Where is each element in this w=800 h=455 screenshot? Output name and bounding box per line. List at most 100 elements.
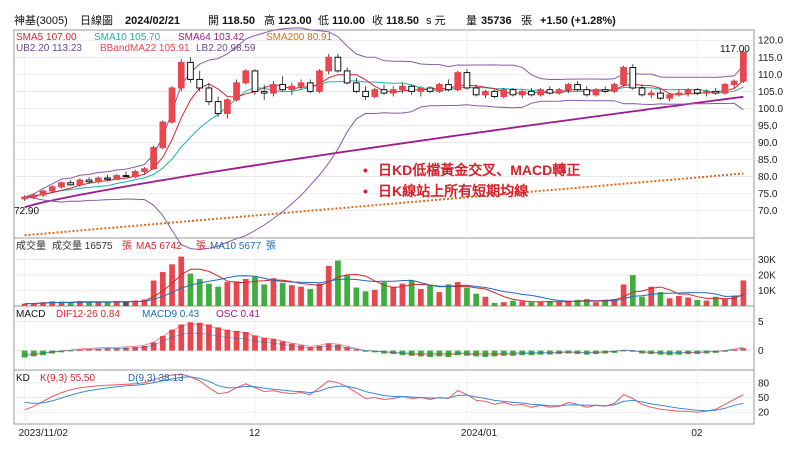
macd-osc-bar (270, 339, 277, 351)
candle-body (638, 87, 646, 96)
volume-bar (510, 300, 516, 306)
grid-lines (14, 30, 754, 424)
candle-body (629, 67, 637, 89)
price-tick-label: 100.0 (758, 104, 783, 115)
candle-body (279, 84, 286, 91)
volume-bar (58, 301, 65, 306)
header-date: 2024/02/21 (125, 15, 180, 27)
volume-bar (325, 265, 332, 306)
candle-body (574, 84, 581, 91)
candle-body (343, 70, 351, 84)
candle-body (454, 72, 462, 91)
candle-body (482, 90, 489, 96)
macd-tick-label: 0 (758, 346, 764, 357)
volume-bar (132, 300, 139, 306)
candle-body (528, 90, 535, 96)
volume-bar (703, 300, 710, 306)
legend-lb: LB2.20 98.59 (196, 43, 256, 54)
candle-body (196, 78, 204, 89)
macd-osc-bar (288, 343, 295, 351)
volume-bar (574, 299, 581, 306)
volume-bar (740, 280, 747, 306)
candle-body (76, 179, 84, 186)
candle-body (122, 175, 130, 178)
volume-bar (206, 283, 212, 306)
macd-osc-bar (233, 330, 240, 351)
price-legend: SMA5 107.00 SMA10 105.70 SMA64 103.42 SM… (16, 32, 333, 54)
candle-body (620, 67, 627, 86)
volume-title: 成交量 (16, 239, 46, 252)
volume-ma10-line (24, 275, 744, 305)
macd-osc-bar (629, 350, 636, 352)
kd-layer (24, 373, 744, 413)
candle-body (546, 89, 554, 94)
volume-bar (602, 299, 609, 306)
volume-bar (694, 299, 701, 306)
candle-body (334, 56, 342, 72)
volume-bar (270, 278, 277, 306)
candle-body (371, 89, 379, 97)
macd-osc-bar (215, 327, 221, 351)
price-tick-label: 90.0 (758, 138, 778, 149)
candle-body (500, 89, 508, 97)
candle-body (601, 89, 609, 92)
candle-body (435, 84, 443, 92)
legend-sma10: SMA10 105.70 (94, 32, 161, 43)
macd-osc-bar (362, 350, 369, 352)
volume-bar (77, 301, 83, 306)
volume-bar (390, 286, 397, 306)
volume-bar (298, 286, 304, 306)
volume-bar (731, 295, 738, 306)
candle-body (316, 70, 323, 92)
candle-body (104, 177, 111, 180)
macd-osc-bar (261, 337, 268, 351)
candle-body (463, 72, 471, 89)
chart-header: 神基(3005) 日線圖 2024/02/21 開 118.50 高 123.0… (14, 13, 616, 27)
volume-tick-label: 20K (758, 271, 776, 282)
candle-body (647, 92, 655, 96)
price-tick-label: 105.0 (758, 87, 783, 98)
kd-k-line (24, 373, 744, 413)
price-tick-label: 115.0 (758, 53, 783, 64)
macd-osc-bar (113, 348, 120, 351)
kd-tick-label: 50 (758, 393, 770, 404)
legend-vol-ma10: MA10 5677 (210, 241, 262, 252)
macd-osc-bar (123, 347, 129, 351)
volume-bar (30, 303, 37, 306)
kd-legend: KD K(9,3) 55.50 D(9,3) 38.13 (16, 373, 184, 384)
volume-bar (712, 296, 719, 306)
volume-bar (556, 301, 562, 306)
volume-tick-label: 30K (758, 255, 776, 266)
candle-body (168, 87, 176, 123)
macd-osc-bar (316, 345, 323, 351)
macd-osc-bar (722, 350, 728, 352)
macd-osc-bar (169, 329, 175, 351)
candle-body (417, 87, 425, 92)
candle-body (306, 82, 314, 92)
volume-bar (676, 295, 682, 306)
open-label: 開 (208, 14, 219, 27)
macd-osc-bar (224, 329, 231, 351)
volume-bar (150, 280, 157, 306)
legend-sma64: SMA64 103.42 (178, 32, 245, 43)
price-tick-label: 85.0 (758, 155, 778, 166)
bollinger-lower-line (24, 99, 744, 251)
candle-body (721, 84, 729, 94)
candle-body (518, 90, 526, 96)
macd-osc-bar (731, 350, 738, 351)
candle-body (564, 84, 572, 91)
legend-dif: DIF12-26 0.84 (56, 309, 120, 320)
volume-bar (427, 285, 433, 306)
candle-body (684, 89, 692, 94)
candle-body (703, 90, 710, 94)
volume-label: 量 (466, 14, 477, 27)
macd-osc-bar (335, 344, 341, 351)
candle-body (380, 89, 388, 94)
macd-osc-bar (307, 347, 314, 351)
kd-tick-label: 80 (758, 378, 770, 389)
volume-bar (629, 275, 636, 306)
close-label: 收 (372, 13, 383, 27)
volume-bar (528, 302, 535, 306)
macd-osc-bar (141, 345, 148, 351)
candle-body (472, 87, 480, 96)
